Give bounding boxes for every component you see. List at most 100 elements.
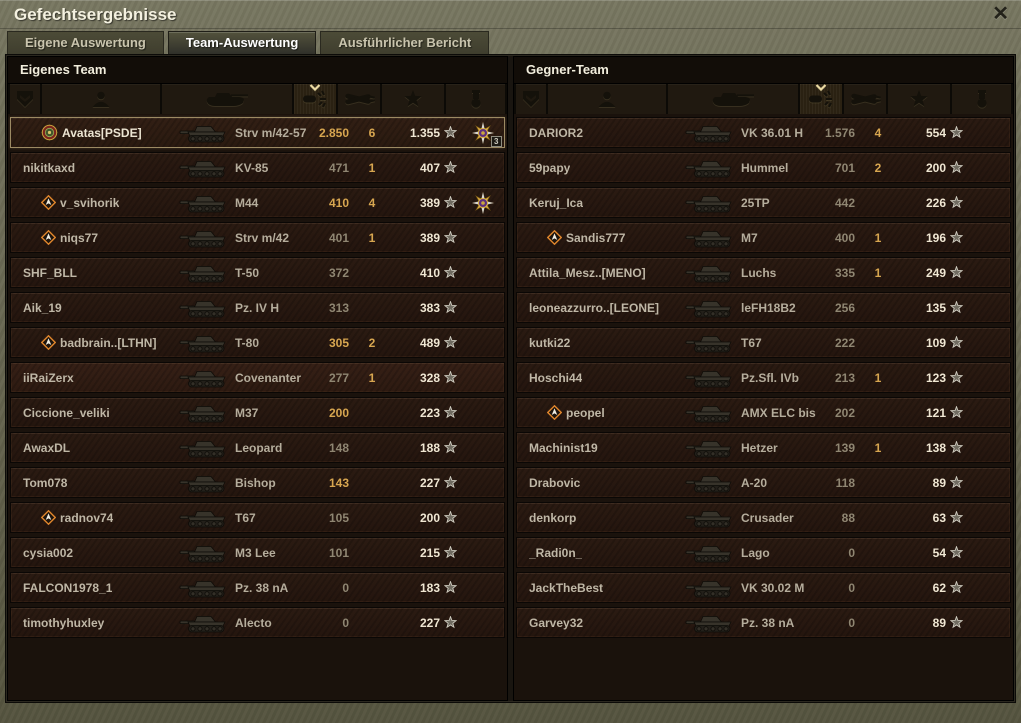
column-xp[interactable]	[382, 84, 444, 114]
xp-cell: 223	[395, 398, 459, 427]
damage-cell: 701	[813, 153, 855, 182]
player-name: Keruj_Ica	[529, 195, 584, 210]
damage-value: 148	[328, 440, 349, 455]
column-rank[interactable]	[516, 84, 546, 114]
xp-star	[444, 266, 457, 279]
damage-cell: 442	[813, 188, 855, 217]
kills-value: 1	[874, 370, 882, 385]
column-kills[interactable]	[338, 84, 380, 114]
tank-silhouette	[685, 403, 739, 423]
xp-star	[444, 616, 457, 629]
player-row[interactable]: Ciccione_veliki M37 200 223	[10, 397, 505, 428]
xp-star	[950, 441, 963, 454]
column-rank[interactable]	[10, 84, 40, 114]
player-row[interactable]: AwaxDL Leopard 148 188	[10, 432, 505, 463]
player-cell: Avatas[PSDE]	[11, 118, 173, 147]
vehicle-name: Luchs	[741, 265, 777, 280]
column-kills[interactable]	[844, 84, 886, 114]
player-row[interactable]: Garvey32 Pz. 38 nA 0 89	[516, 607, 1011, 638]
player-row[interactable]: leoneazzurro..[LEONE] leFH18B2 256 135	[516, 292, 1011, 323]
column-header-row	[514, 84, 1013, 114]
player-row[interactable]: DARIOR2 VK 36.01 H 1.576 4 554	[516, 117, 1011, 148]
damage-value: 335	[834, 265, 855, 280]
tank-silhouette-icon	[179, 475, 226, 492]
xp-cell: 89	[901, 608, 965, 637]
vehicle-cell: Pz. 38 nA	[175, 573, 305, 602]
xp-value: 89	[932, 615, 946, 630]
tab-team-auswertung[interactable]: Team-Auswertung	[167, 31, 317, 54]
player-row[interactable]: FALCON1978_1 Pz. 38 nA 0 183	[10, 572, 505, 603]
enemy-team-rows: DARIOR2 VK 36.01 H 1.576 4 554 59papy Hummel 70…	[514, 114, 1013, 700]
column-vehicle[interactable]	[162, 84, 292, 114]
player-row[interactable]: timothyhuxley Alecto 0 227	[10, 607, 505, 638]
xp-star-icon	[950, 231, 963, 244]
vehicle-name: Lago	[741, 545, 770, 560]
column-medals[interactable]	[952, 84, 1011, 114]
damage-cell: 410	[307, 188, 349, 217]
player-row[interactable]: Attila_Mesz..[MENO] Luchs 335 1 249	[516, 257, 1011, 288]
medals-cell	[967, 293, 1010, 322]
player-row[interactable]: kutki22 T67 222 109	[516, 327, 1011, 358]
vehicle-cell: 25TP	[681, 188, 811, 217]
player-name: Sandis777	[566, 230, 626, 245]
player-row[interactable]: nikitkaxd KV-85 471 1 407	[10, 152, 505, 183]
tank-silhouette	[685, 578, 739, 598]
player-row[interactable]: SHF_BLL T-50 372 410	[10, 257, 505, 288]
tank-silhouette	[685, 123, 739, 143]
medals-cell	[461, 433, 504, 462]
player-row[interactable]: cysia002 M3 Lee 101 215	[10, 537, 505, 568]
damage-value: 442	[834, 195, 855, 210]
kills-cell	[351, 398, 393, 427]
column-damage[interactable]	[294, 84, 336, 114]
achievement-medal[interactable]	[471, 191, 494, 214]
column-damage[interactable]	[800, 84, 842, 114]
close-icon[interactable]: ✕	[992, 3, 1009, 25]
xp-cell: 1.355	[395, 118, 459, 147]
player-row[interactable]: Keruj_Ica 25TP 442 226	[516, 187, 1011, 218]
medal-icon	[470, 90, 481, 108]
player-row[interactable]: niqs77 Strv m/42 401 1 389	[10, 222, 505, 253]
clan-emblem	[41, 195, 56, 210]
player-row[interactable]: Hoschi44 Pz.Sfl. IVb 213 1 123	[516, 362, 1011, 393]
achievement-medal[interactable]: 3	[471, 121, 502, 147]
tank-silhouette	[179, 193, 233, 213]
tank-silhouette-icon	[179, 545, 226, 562]
damage-value: 410	[328, 195, 349, 210]
player-row[interactable]: iiRaiZerx Covenanter 277 1 328	[10, 362, 505, 393]
column-xp[interactable]	[888, 84, 950, 114]
damage-value: 118	[835, 475, 855, 490]
player-row[interactable]: Avatas[PSDE] Strv m/42-57 2.850 6 1.355 3	[10, 117, 505, 148]
player-row[interactable]: Sandis777 M7 400 1 196	[516, 222, 1011, 253]
player-row[interactable]: v_svihorik M44 410 4 389	[10, 187, 505, 218]
player-row[interactable]: 59papy Hummel 701 2 200	[516, 152, 1011, 183]
kills-value: 2	[874, 160, 882, 175]
player-row[interactable]: Machinist19 Hetzer 139 1 138	[516, 432, 1011, 463]
column-header-row	[8, 84, 507, 114]
vehicle-cell: T-50	[175, 258, 305, 287]
player-row[interactable]: denkorp Crusader 88 63	[516, 502, 1011, 533]
player-row[interactable]: radnov74 T67 105 200	[10, 502, 505, 533]
player-row[interactable]: badbrain..[LTHN] T-80 305 2 489	[10, 327, 505, 358]
tab-ausfuehrlicher-bericht[interactable]: Ausführlicher Bericht	[320, 31, 490, 54]
column-vehicle[interactable]	[668, 84, 798, 114]
player-row[interactable]: Tom078 Bishop 143 227	[10, 467, 505, 498]
tank-silhouette-icon	[685, 265, 732, 282]
medals-cell	[461, 363, 504, 392]
column-medals[interactable]	[446, 84, 505, 114]
player-row[interactable]: Drabovic A-20 118 89	[516, 467, 1011, 498]
tank-silhouette-icon	[685, 370, 732, 387]
damage-cell: 277	[307, 363, 349, 392]
xp-value: 109	[925, 335, 946, 350]
player-row[interactable]: JackTheBest VK 30.02 M 0 62	[516, 572, 1011, 603]
tab-eigene-auswertung[interactable]: Eigene Auswertung	[7, 31, 164, 54]
column-player[interactable]	[42, 84, 160, 114]
damage-value: 101	[328, 545, 349, 560]
vehicle-cell: Crusader	[681, 503, 811, 532]
player-row[interactable]: Aik_19 Pz. IV H 313 383	[10, 292, 505, 323]
player-row[interactable]: _Radi0n_ Lago 0 54	[516, 537, 1011, 568]
player-row[interactable]: peopel AMX ELC bis 202 121	[516, 397, 1011, 428]
xp-cell: 138	[901, 433, 965, 462]
column-player[interactable]	[548, 84, 666, 114]
xp-star	[950, 161, 963, 174]
vehicle-name: Leopard	[235, 440, 283, 455]
